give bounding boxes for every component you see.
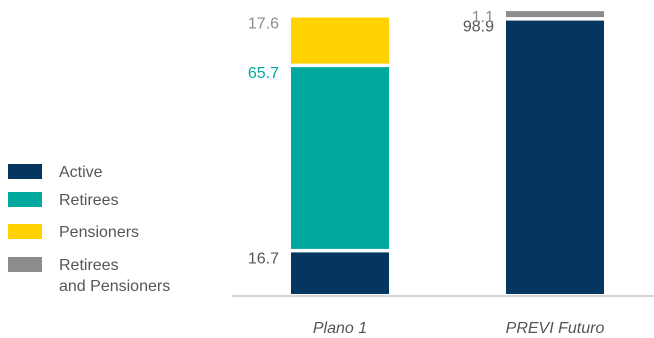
- bar-plano-1-retirees: [291, 67, 389, 249]
- bar-previ-futuro-retirees-and-pensioners: [506, 11, 604, 18]
- bars-layer: [291, 11, 604, 295]
- legend-label-active: Active: [59, 164, 103, 181]
- legend-swatch-active: [8, 164, 42, 179]
- category-label-previ-futuro: PREVI Futuro: [506, 320, 605, 337]
- category-labels-layer: Plano 1 PREVI Futuro: [313, 320, 605, 337]
- category-label-plano-1: Plano 1: [313, 320, 367, 337]
- legend-swatch-retirees: [8, 192, 42, 207]
- data-label-plano-1-active: 16.7: [248, 250, 279, 267]
- data-labels-layer: 16.7 65.7 17.6 98.91.1: [248, 9, 494, 267]
- bar-plano-1-pensioners: [291, 17, 389, 64]
- data-label-plano-1-pensioners: 17.6: [248, 16, 279, 33]
- legend-label-pensioners: Pensioners: [59, 224, 139, 241]
- data-label-previ-futuro-retirees-and-pensioners: 1.1: [472, 9, 494, 26]
- legend-swatch-retirees-and-pensioners: [8, 257, 42, 272]
- legend-label-retirees: Retirees: [59, 192, 119, 209]
- data-label-previ-futuro-active: 98.9: [463, 19, 494, 36]
- data-label-plano-1-retirees: 65.7: [248, 65, 279, 82]
- legend-label-and-pensioners: and Pensioners: [59, 278, 170, 295]
- bar-previ-futuro-active: [506, 20, 604, 295]
- legend: Active Retirees Pensioners Retirees and Pens…: [8, 164, 170, 295]
- legend-label-retirees: Retirees: [59, 257, 119, 274]
- bar-plano-1-active: [291, 252, 389, 294]
- legend-swatch-pensioners: [8, 224, 42, 239]
